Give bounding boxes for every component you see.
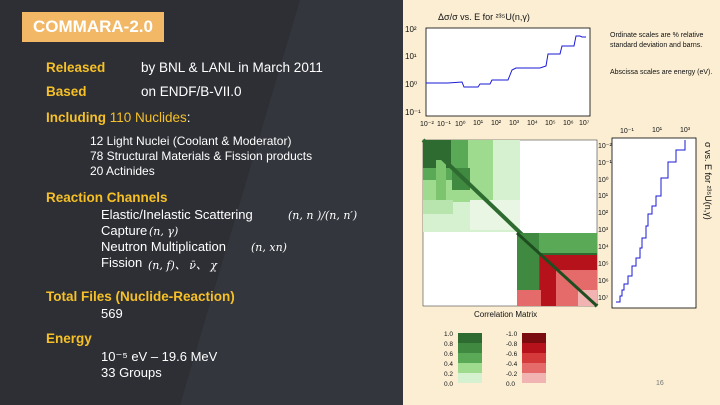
energy-header: Energy xyxy=(46,331,92,346)
side-y-tick: 10⁷ xyxy=(598,295,609,302)
neg-scale-label: -0.2 xyxy=(506,371,518,378)
reaction-item: Capture xyxy=(101,223,148,238)
top-x-tick: 10⁴ xyxy=(527,120,538,127)
page-number: 16 xyxy=(656,380,664,387)
uncertainty-curve xyxy=(426,35,586,88)
neg-scale-label: 0.0 xyxy=(506,381,516,388)
reaction-math: (n, γ) xyxy=(149,225,179,238)
side-y-tick: 10⁶ xyxy=(598,278,609,285)
reaction-math: (n, f)、 ν̄、 χ xyxy=(148,259,218,272)
reaction-math: (n, xn) xyxy=(251,241,287,254)
slide-title: COMMARA-2.0 xyxy=(22,12,164,42)
top-x-tick: 10⁰ xyxy=(455,121,466,128)
top-x-tick: 10⁵ xyxy=(545,120,556,127)
top-x-tick: 10¹ xyxy=(473,120,484,127)
reaction-header: Reaction Channels xyxy=(46,190,168,205)
top-x-tick: 10⁷ xyxy=(579,120,590,127)
including-line: Including 110 Nuclides: xyxy=(46,110,191,125)
neg-scale-label: -0.4 xyxy=(506,361,518,368)
correlation-matrix xyxy=(421,138,599,308)
released-text: by BNL & LANL in March 2011 xyxy=(141,60,323,75)
neg-scale-label: -0.6 xyxy=(506,351,518,358)
side-y-tick: 10⁻² xyxy=(598,143,612,150)
top-x-tick: 10² xyxy=(491,120,502,127)
energy-range: 10⁻⁵ eV – 19.6 MeV xyxy=(101,349,218,364)
nuclide-item: 12 Light Nuclei (Coolant & Moderator) xyxy=(90,134,292,148)
nuclide-count: 110 Nuclides xyxy=(109,110,187,125)
reaction-item: Fission xyxy=(101,255,143,270)
side-x-tick: 10¹ xyxy=(652,127,663,134)
top-y-tick: 10⁻¹ xyxy=(405,108,421,117)
top-x-tick: 10⁶ xyxy=(563,120,574,127)
side-x-tick: 10⁻¹ xyxy=(620,128,634,135)
including-label: Including xyxy=(46,110,110,125)
pos-scale-label: 0.2 xyxy=(444,371,454,378)
reaction-item: Neutron Multiplication xyxy=(101,239,227,254)
top-x-tick: 10⁻² xyxy=(420,121,434,128)
nuclide-item: 20 Actinides xyxy=(90,164,155,178)
top-y-tick: 10⁰ xyxy=(405,80,418,89)
pos-scale-label: 0.8 xyxy=(444,341,454,348)
ordinate-note: Ordinate scales are % relative xyxy=(610,32,704,39)
side-y-tick: 10² xyxy=(598,210,609,217)
side-y-tick: 10³ xyxy=(598,227,609,234)
negative-scale xyxy=(522,333,546,383)
nuclide-item: 78 Structural Materials & Fission produc… xyxy=(90,149,313,163)
top-x-tick: 10³ xyxy=(509,120,520,127)
side-y-tick: 10⁴ xyxy=(598,244,609,251)
pos-scale-label: 0.4 xyxy=(444,361,454,368)
top-plot-title: Δσ/σ vs. E for ²³⁵U(n,γ) xyxy=(438,12,530,22)
neg-scale-label: -0.8 xyxy=(506,341,518,348)
side-y-tick: 10¹ xyxy=(598,193,609,200)
total-files-header: Total Files (Nuclide-Reaction) xyxy=(46,289,235,304)
side-y-tick: 10⁵ xyxy=(598,261,609,268)
ordinate-note-2: standard deviation and barns. xyxy=(610,42,703,49)
side-y-tick: 10⁰ xyxy=(598,177,609,184)
including-suffix: : xyxy=(186,110,191,125)
positive-scale xyxy=(458,333,482,383)
cross-section-curve xyxy=(616,140,686,303)
correlation-matrix-label: Correlation Matrix xyxy=(474,310,538,319)
side-plot-title: σ vs. E for ²³⁵U(n,γ) xyxy=(703,142,713,220)
top-y-tick: 10¹ xyxy=(405,52,417,61)
released-label: Released xyxy=(46,60,106,75)
side-x-tick: 10³ xyxy=(680,127,691,134)
based-label: Based xyxy=(46,84,87,99)
side-plot-frame xyxy=(611,137,697,309)
total-files-value: 569 xyxy=(101,306,123,321)
based-text: on ENDF/B-VII.0 xyxy=(141,84,242,99)
pos-scale-label: 0.6 xyxy=(444,351,454,358)
side-y-tick: 10⁻¹ xyxy=(598,160,612,167)
pos-scale-label: 1.0 xyxy=(444,331,454,338)
neg-scale-label: -1.0 xyxy=(506,331,518,338)
top-y-tick: 10² xyxy=(405,25,417,34)
energy-groups: 33 Groups xyxy=(101,365,162,380)
top-x-tick: 10⁻¹ xyxy=(437,121,451,128)
abscissa-note: Abscissa scales are energy (eV). xyxy=(610,69,713,76)
pos-scale-label: 0.0 xyxy=(444,381,454,388)
reaction-item: Elastic/Inelastic Scattering xyxy=(101,207,253,222)
top-plot-frame xyxy=(425,27,591,117)
reaction-math: (n, n )/(n, n′) xyxy=(288,209,358,222)
